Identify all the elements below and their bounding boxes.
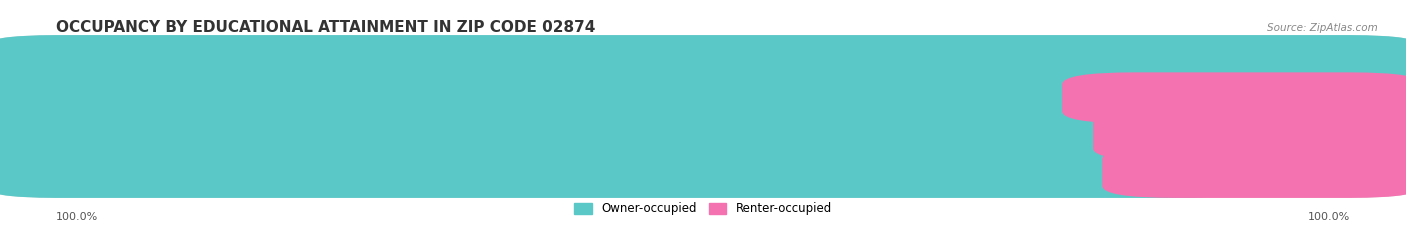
Text: Source: ZipAtlas.com: Source: ZipAtlas.com <box>1267 23 1378 33</box>
Text: OCCUPANCY BY EDUCATIONAL ATTAINMENT IN ZIP CODE 02874: OCCUPANCY BY EDUCATIONAL ATTAINMENT IN Z… <box>56 21 596 35</box>
Text: 86.5%: 86.5% <box>190 168 229 177</box>
Text: 13.5%: 13.5% <box>1357 168 1395 177</box>
Text: High School Diploma: High School Diploma <box>1070 93 1201 103</box>
Text: 100.0%: 100.0% <box>56 212 98 222</box>
Text: 83.4%: 83.4% <box>186 93 225 103</box>
Text: Bachelor's Degree or higher: Bachelor's Degree or higher <box>1090 168 1260 177</box>
Text: 14.2%: 14.2% <box>1357 130 1396 140</box>
Text: 100.0%: 100.0% <box>1308 212 1350 222</box>
Legend: Owner-occupied, Renter-occupied: Owner-occupied, Renter-occupied <box>569 198 837 220</box>
Text: 100.0%: 100.0% <box>211 56 257 65</box>
Text: College/Associate Degree: College/Associate Degree <box>1088 130 1244 140</box>
Text: Less than High School: Less than High School <box>1281 56 1406 65</box>
Text: 85.8%: 85.8% <box>190 130 228 140</box>
Text: 16.6%: 16.6% <box>1357 93 1396 103</box>
Text: 0.0%: 0.0% <box>1385 56 1406 65</box>
